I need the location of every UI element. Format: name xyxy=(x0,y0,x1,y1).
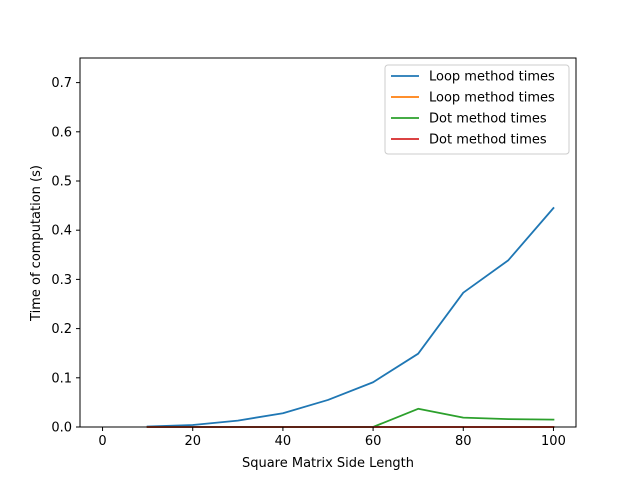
y-tick-label: 0.4 xyxy=(51,224,72,239)
y-tick-label: 0.3 xyxy=(51,273,72,288)
y-tick-label: 0.7 xyxy=(51,76,72,91)
legend-label: Dot method times xyxy=(429,112,547,127)
axes-layer: 0 20 40 60 80 100 0.0 0.1 0.2 0.3 0.4 0.5 0.6 0.7 xyxy=(51,57,577,449)
y-tick-label: 0.2 xyxy=(51,322,72,337)
axes-frame xyxy=(79,57,577,428)
y-tick-label: 0.5 xyxy=(51,175,72,190)
x-tick-label: 80 xyxy=(455,434,472,449)
x-axis-label: Square Matrix Side Length xyxy=(242,456,414,471)
legend: Loop method times Loop method times Dot me… xyxy=(384,64,570,155)
legend-label: Dot method times xyxy=(429,133,547,148)
legend-label: Loop method times xyxy=(429,70,555,85)
x-tick-label: 40 xyxy=(275,434,292,449)
legend-box xyxy=(384,64,570,155)
x-tick-label: 100 xyxy=(541,434,566,449)
legend-label: Loop method times xyxy=(429,91,555,106)
y-tick-label: 0.0 xyxy=(51,421,72,436)
y-axis-label: Time of computation (s) xyxy=(29,165,44,322)
x-tick-label: 0 xyxy=(98,434,106,449)
series-line-1 xyxy=(146,206,555,428)
y-tick-label: 0.6 xyxy=(51,125,72,140)
x-tick-label: 20 xyxy=(184,434,201,449)
x-tick-label: 60 xyxy=(365,434,382,449)
y-tick-label: 0.1 xyxy=(51,371,72,386)
